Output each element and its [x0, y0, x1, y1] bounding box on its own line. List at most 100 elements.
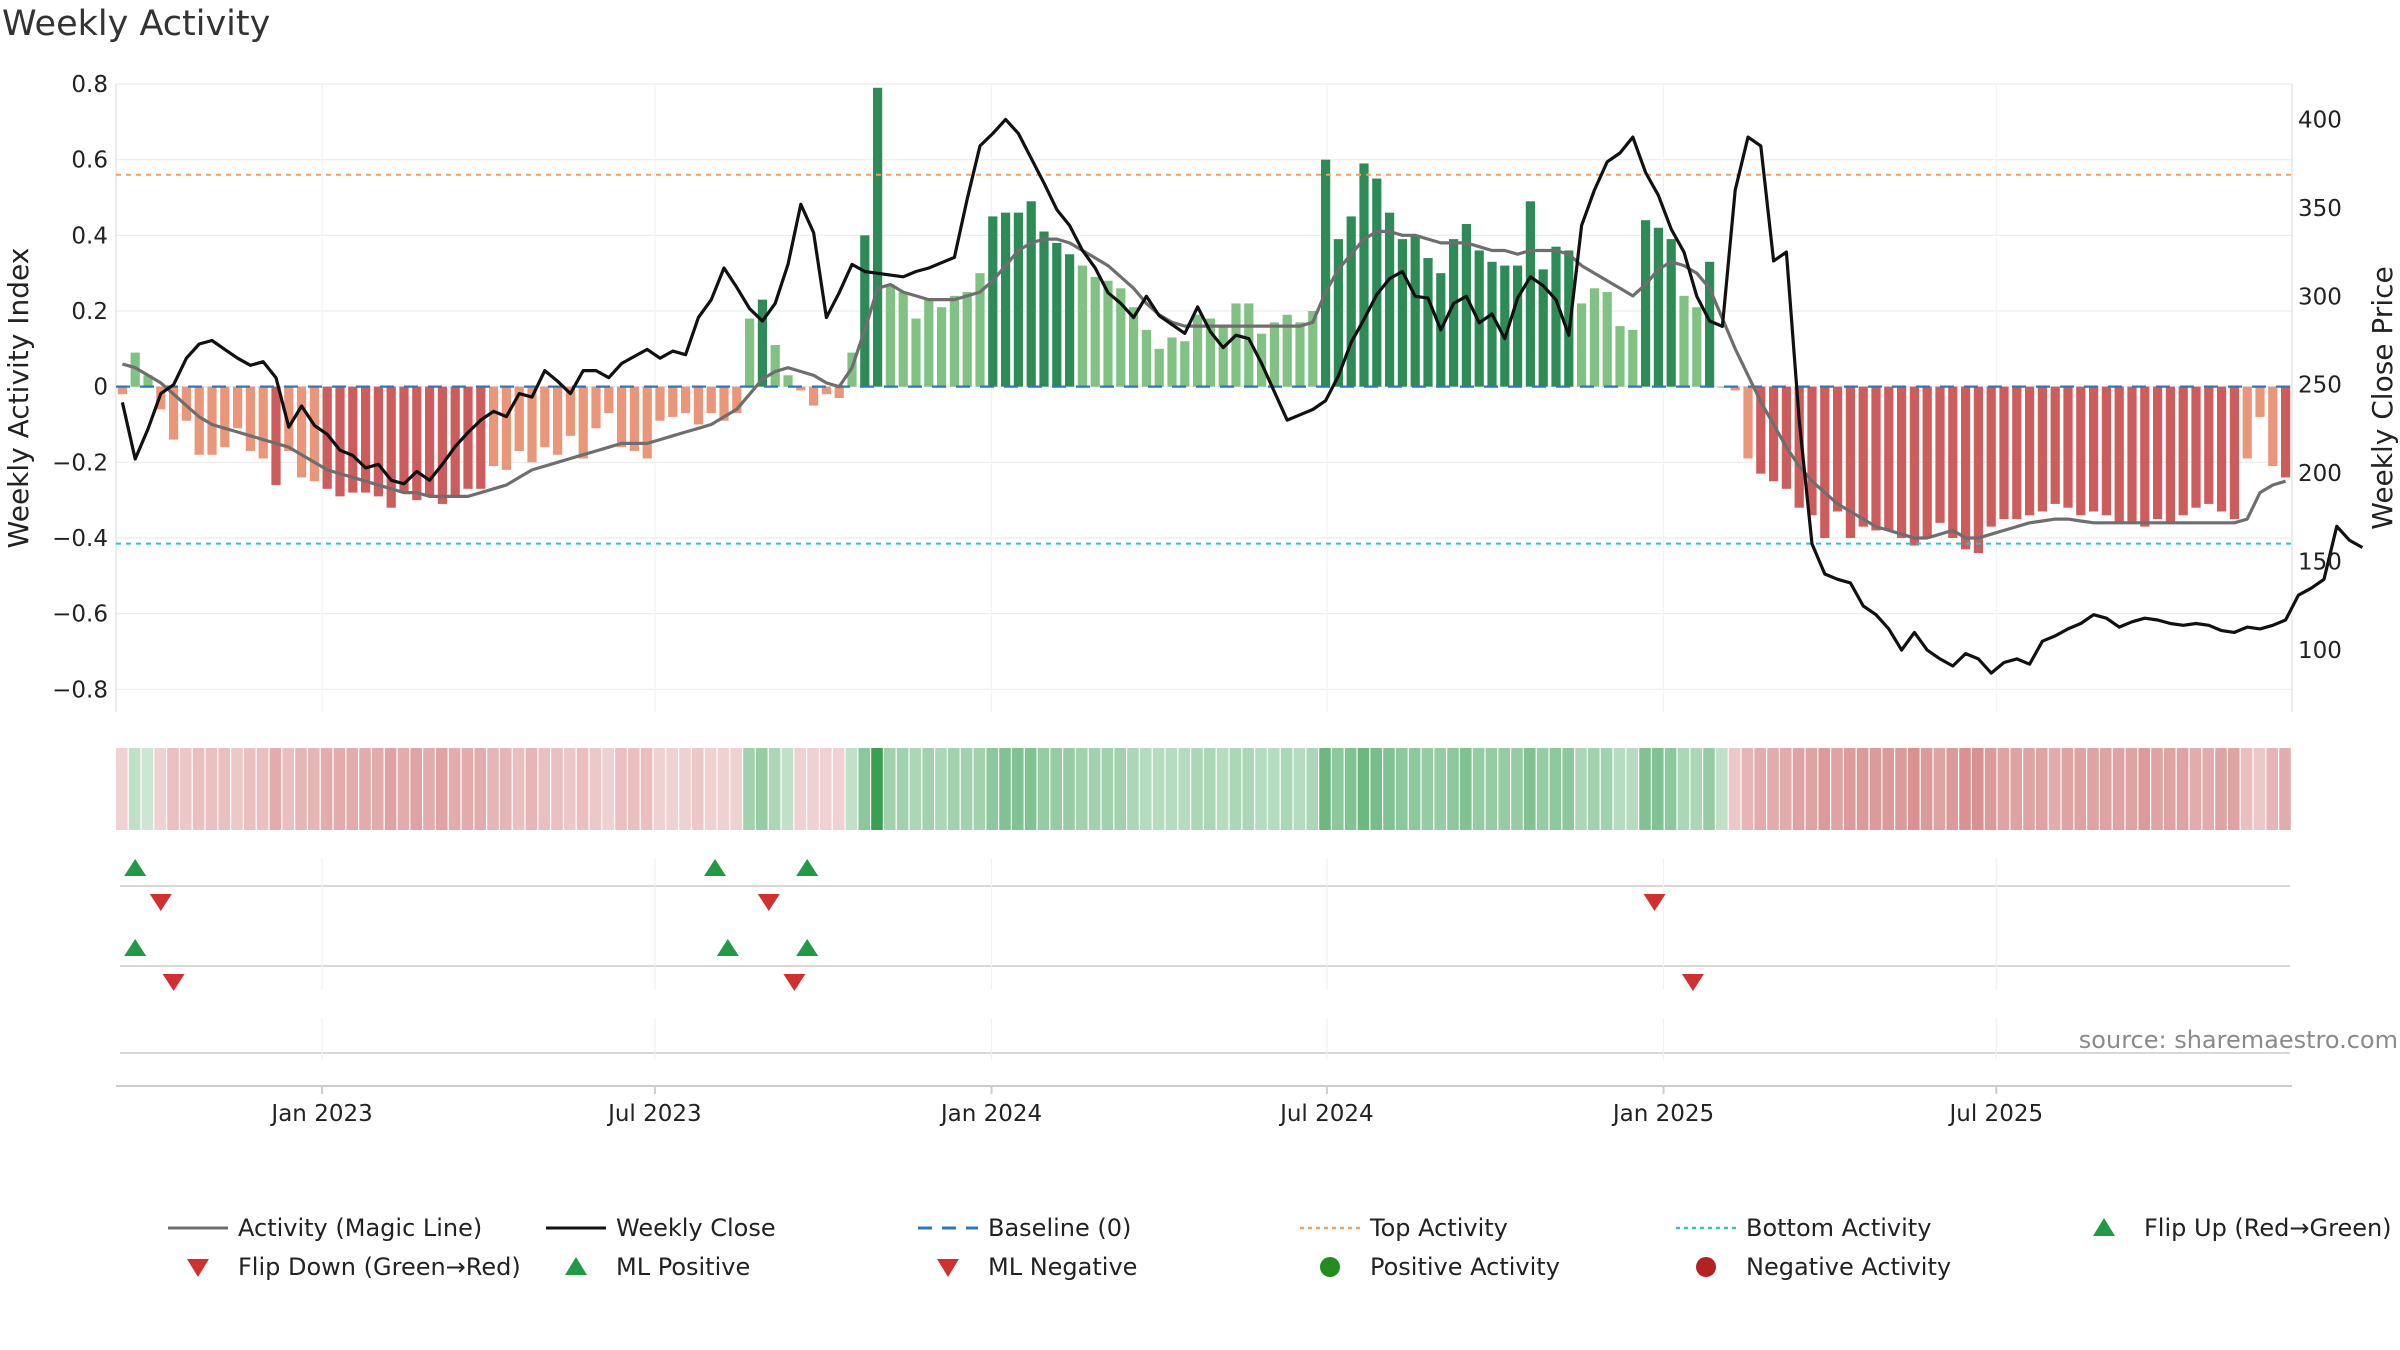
- activity-heat-strip: [116, 748, 2291, 830]
- strip-cell: [1332, 748, 1344, 830]
- legend-triangle-up-icon: [565, 1257, 587, 1275]
- activity-bar: [1704, 261, 1715, 387]
- y2-tick-label: 300: [2298, 284, 2342, 310]
- activity-bar: [143, 375, 153, 387]
- activity-bar: [437, 386, 448, 504]
- activity-bar: [1052, 242, 1062, 387]
- legend-label: Activity (Magic Line): [238, 1214, 482, 1242]
- activity-bar: [1116, 288, 1126, 387]
- y-tick-label: −0.4: [52, 526, 108, 552]
- activity-bar: [1999, 386, 2009, 520]
- strip-cell: [1549, 748, 1562, 830]
- strip-cell: [346, 748, 358, 830]
- strip-cell: [576, 748, 589, 830]
- strip-cell: [551, 748, 563, 830]
- activity-bar: [1410, 235, 1420, 387]
- strip-cell: [1255, 748, 1267, 830]
- strip-cell: [1242, 748, 1254, 830]
- strip-cell: [1485, 748, 1498, 830]
- activity-bar: [616, 386, 627, 448]
- activity-bar: [1525, 201, 1536, 387]
- strip-cell: [948, 748, 960, 830]
- strip-cell: [1818, 748, 1830, 830]
- activity-bar: [1090, 276, 1100, 387]
- strip-cell: [807, 748, 819, 830]
- legend-label: Weekly Close: [616, 1214, 776, 1242]
- activity-bar: [1026, 201, 1036, 387]
- activity-bar: [591, 386, 601, 429]
- strip-cell: [1050, 748, 1062, 830]
- x-tick-label: Jul 2025: [1948, 1101, 2044, 1127]
- activity-bar: [2255, 386, 2265, 417]
- legend-entry: Top Activity: [1300, 1214, 1508, 1242]
- activity-bar: [680, 386, 691, 414]
- strip-cell: [1306, 748, 1318, 830]
- activity-bar: [1064, 254, 1075, 387]
- strip-cell: [1972, 748, 1984, 830]
- activity-bar: [2088, 386, 2099, 512]
- activity-bar: [1756, 386, 1766, 474]
- activity-bar: [1653, 227, 1664, 387]
- activity-bar: [245, 386, 256, 451]
- strip-cell: [359, 748, 371, 830]
- activity-bar: [1948, 386, 1958, 538]
- strip-cell: [1575, 748, 1587, 830]
- strip-cell: [2112, 748, 2125, 830]
- strip-cell: [743, 748, 755, 830]
- legend-entry: Flip Up (Red→Green): [2093, 1214, 2392, 1242]
- x-tick-label: Jan 2025: [1611, 1101, 1714, 1127]
- legend-label: Positive Activity: [1370, 1253, 1560, 1281]
- activity-bar: [168, 386, 179, 440]
- activity-bar: [1551, 246, 1561, 387]
- activity-bar: [1640, 220, 1651, 387]
- strip-cell: [1447, 748, 1459, 830]
- strip-cell: [1536, 748, 1549, 830]
- strip-cell: [1908, 748, 1920, 830]
- activity-bar: [335, 386, 345, 497]
- strip-cell: [564, 748, 576, 830]
- activity-bar: [450, 386, 460, 497]
- strip-cell: [1677, 748, 1690, 830]
- strip-cell: [282, 748, 294, 830]
- strip-cell: [1178, 748, 1190, 830]
- grid-lines: [115, 83, 2293, 712]
- strip-cell: [2048, 748, 2061, 830]
- activity-bar: [232, 386, 243, 429]
- strip-cell: [1856, 748, 1869, 830]
- activity-bar: [2024, 386, 2035, 516]
- ml-positive-marker: [124, 939, 147, 956]
- activity-bar: [514, 386, 524, 451]
- strip-cell: [935, 748, 947, 830]
- strip-cell: [269, 748, 282, 830]
- strip-cell: [1767, 748, 1779, 830]
- strip-cell: [909, 748, 922, 830]
- activity-bar: [2152, 386, 2163, 520]
- strip-cell: [756, 748, 768, 830]
- strip-cell: [602, 748, 614, 830]
- activity-bar: [732, 386, 742, 414]
- strip-cell: [1524, 748, 1536, 830]
- activity-bar: [744, 318, 755, 387]
- legend-label: Flip Down (Green→Red): [238, 1253, 521, 1281]
- strip-cell: [244, 748, 256, 830]
- legend-label: ML Positive: [616, 1253, 750, 1281]
- legend-entry: Baseline (0): [918, 1214, 1131, 1242]
- strip-cell: [1703, 748, 1715, 830]
- y2-axis-ticks: 400 350 300 250 200 150 100: [2298, 107, 2342, 664]
- strip-cell: [832, 748, 845, 830]
- strip-cell: [1216, 748, 1229, 830]
- activity-bar: [1205, 318, 1216, 387]
- activity-bar: [1397, 239, 1408, 387]
- strip-cell: [1280, 748, 1293, 830]
- strip-cell: [1101, 748, 1114, 830]
- strip-cell: [1012, 748, 1024, 830]
- strip-cell: [2164, 748, 2176, 830]
- activity-bar: [1743, 386, 1753, 459]
- ml-negative-marker: [783, 974, 806, 991]
- legend-label: Bottom Activity: [1746, 1214, 1931, 1242]
- activity-bar: [1871, 386, 1881, 531]
- activity-bar: [476, 386, 486, 489]
- activity-bar: [1730, 386, 1740, 391]
- activity-bar: [1384, 212, 1395, 387]
- strip-cell: [384, 748, 397, 830]
